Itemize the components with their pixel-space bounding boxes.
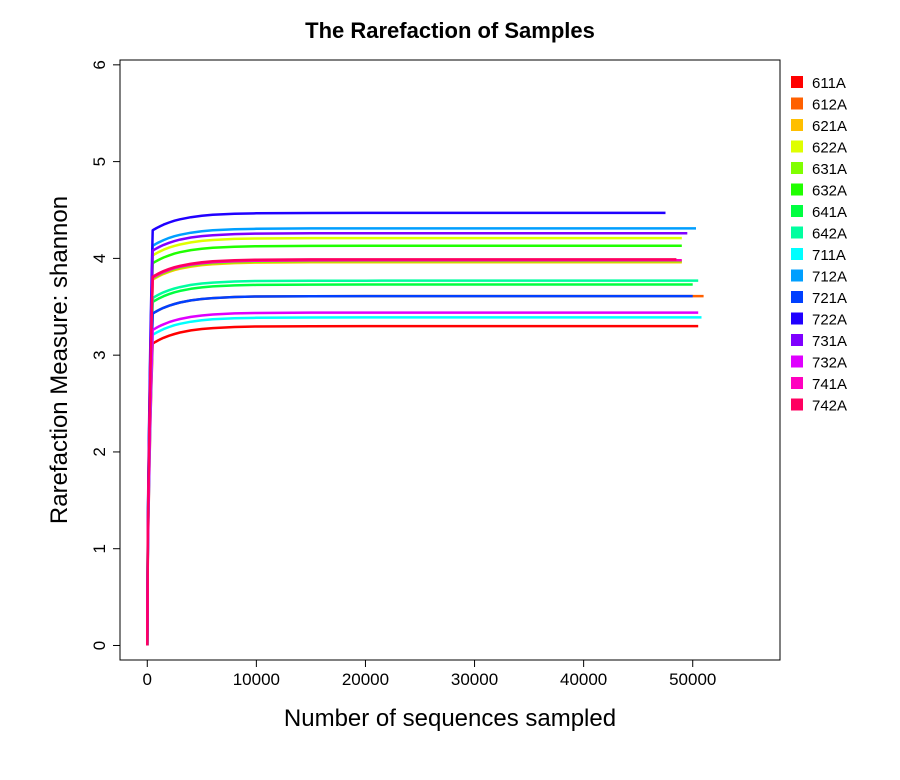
axes: 0 10000 20000 30000 40000 50000 0 1 2 3 4 5 6 (90, 60, 716, 689)
x-tick-label: 40000 (560, 670, 607, 689)
y-tick-label: 6 (90, 60, 109, 69)
legend-label-642A: 642A (812, 226, 847, 243)
legend-swatch-611A (791, 76, 803, 88)
y-tick-label: 1 (90, 544, 109, 553)
series-line-722A (146, 211, 666, 646)
legend-swatch-621A (791, 119, 803, 131)
legend-swatch-642A (791, 226, 803, 239)
legend-label-722A: 722A (812, 312, 847, 329)
x-tick-label: 0 (143, 670, 152, 689)
x-tick-label: 10000 (233, 670, 280, 689)
series-line-642A (146, 279, 699, 646)
y-tick-label: 2 (90, 447, 109, 456)
legend-label-731A: 731A (812, 333, 847, 350)
legend-label-712A: 712A (812, 269, 847, 286)
legend-swatch-722A (791, 312, 803, 325)
legend-label-721A: 721A (812, 290, 847, 307)
legend-swatch-721A (791, 291, 803, 303)
series-line-711A (146, 316, 702, 646)
y-axis-label: Rarefaction Measure: shannon (46, 196, 73, 524)
series-line-732A (146, 311, 699, 646)
legend-swatch-612A (791, 97, 803, 110)
legend-label-611A: 611A (812, 75, 846, 92)
legend-swatch-641A (791, 205, 803, 217)
x-tick-label: 50000 (669, 670, 716, 689)
chart-title: The Rarefaction of Samples (305, 18, 595, 43)
legend-label-612A: 612A (812, 97, 847, 114)
legend-swatch-711A (791, 248, 803, 260)
y-tick-label: 5 (90, 157, 109, 166)
y-tick-label: 4 (90, 254, 109, 263)
legend-swatch-741A (791, 377, 803, 389)
plot-frame (119, 59, 781, 661)
series-line-742A (146, 258, 677, 646)
legend-swatch-622A (791, 140, 803, 153)
y-tick-label: 0 (90, 641, 109, 650)
legend-label-621A: 621A (812, 118, 847, 135)
y-tick-label: 3 (90, 350, 109, 359)
series-line-721A (146, 294, 693, 646)
series-lines (146, 211, 704, 646)
x-tick-label: 30000 (451, 670, 498, 689)
legend-label-732A: 732A (812, 355, 847, 372)
legend-label-622A: 622A (812, 140, 847, 157)
legend-swatch-732A (791, 355, 803, 368)
x-axis-label: Number of sequences sampled (284, 705, 616, 732)
legend-label-631A: 631A (812, 161, 847, 178)
legend-swatch-742A (791, 398, 803, 411)
legend-label-641A: 641A (812, 204, 847, 221)
legend: 611A 612A 621A 622A 631A 632A 641A 642A 711A 712A… (791, 75, 847, 415)
series-line-612A (146, 294, 704, 646)
series-line-632A (146, 244, 682, 646)
x-tick-label: 20000 (342, 670, 389, 689)
series-line-611A (146, 324, 699, 646)
series-line-712A (146, 227, 696, 646)
legend-label-711A: 711A (812, 247, 846, 264)
legend-swatch-731A (791, 334, 803, 346)
series-line-622A (146, 236, 682, 646)
legend-swatch-632A (791, 183, 803, 196)
legend-swatch-631A (791, 162, 803, 174)
legend-label-741A: 741A (812, 376, 847, 393)
legend-label-632A: 632A (812, 183, 847, 200)
legend-swatch-712A (791, 269, 803, 282)
series-line-641A (146, 283, 693, 646)
legend-label-742A: 742A (812, 398, 847, 415)
